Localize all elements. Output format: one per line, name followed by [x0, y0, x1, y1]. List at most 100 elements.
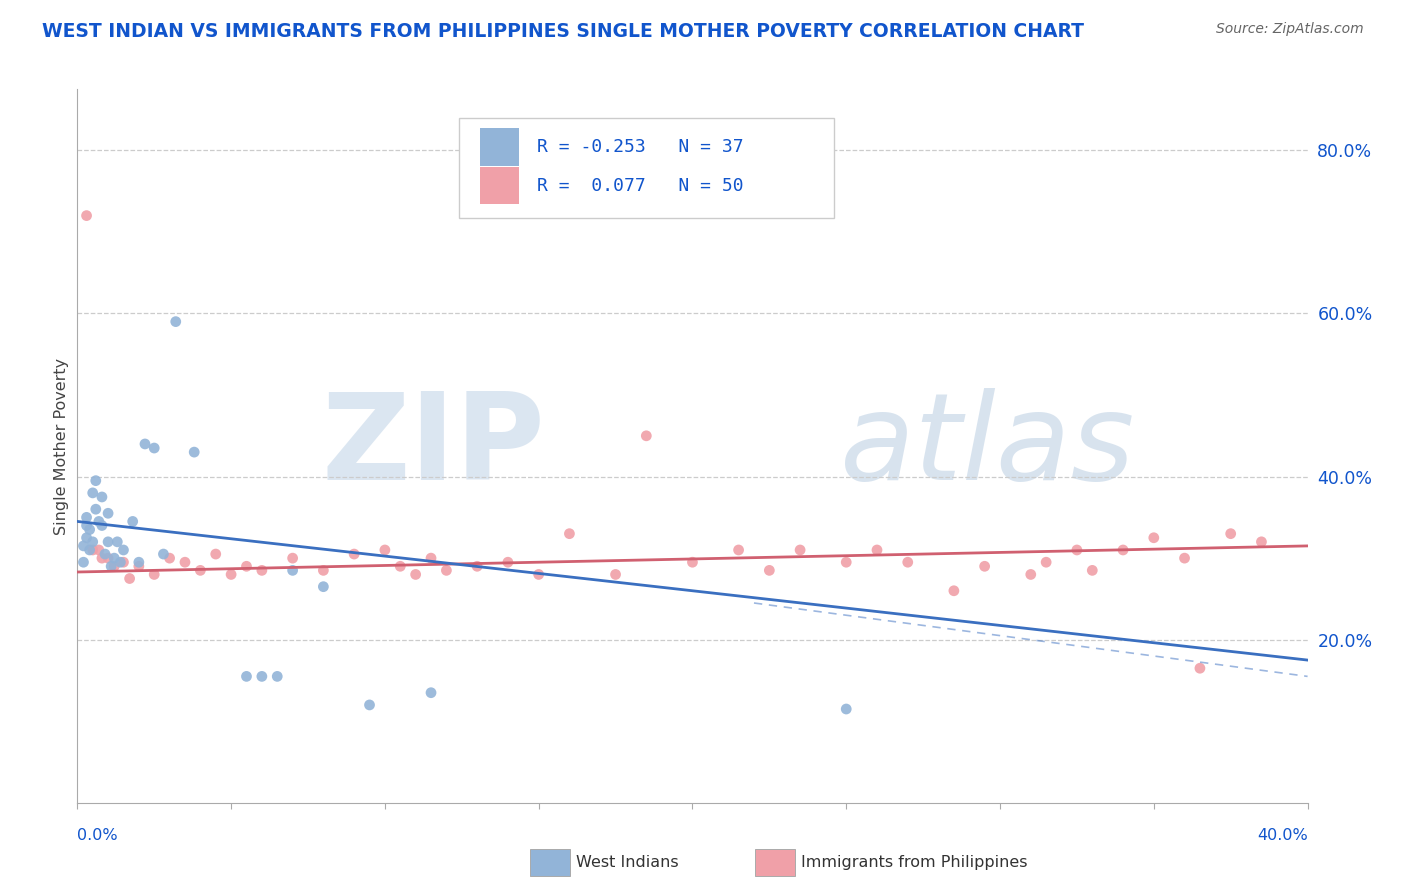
Point [143, 441, 166, 455]
Point [312, 580, 335, 594]
Point [112, 555, 135, 569]
Point [174, 555, 197, 569]
Point [97, 551, 120, 566]
Point [97, 534, 120, 549]
Point [359, 698, 381, 712]
Point [165, 315, 187, 329]
Point [527, 567, 550, 582]
Point [1219, 526, 1241, 541]
Text: Immigrants from Philippines: Immigrants from Philippines [801, 855, 1028, 870]
Point [90, 518, 114, 533]
Point [1035, 555, 1057, 569]
Point [789, 543, 811, 558]
Point [235, 559, 257, 574]
Point [1019, 567, 1042, 582]
Point [1112, 543, 1135, 558]
Text: atlas: atlas [841, 387, 1136, 505]
Point [250, 669, 273, 683]
Point [835, 702, 858, 716]
Point [143, 567, 166, 582]
Point [266, 669, 288, 683]
Point [118, 572, 141, 586]
Point [1174, 551, 1197, 566]
Text: R =  0.077   N = 50: R = 0.077 N = 50 [537, 177, 744, 194]
Point [134, 437, 156, 451]
Point [312, 563, 335, 577]
Point [420, 551, 443, 566]
Point [105, 534, 128, 549]
Point [835, 555, 858, 569]
Point [1081, 563, 1104, 577]
Point [420, 686, 443, 700]
Point [103, 559, 125, 574]
Text: 40.0%: 40.0% [1257, 828, 1308, 843]
Point [84, 474, 107, 488]
Point [79, 543, 101, 558]
Point [250, 563, 273, 577]
Point [436, 563, 458, 577]
Point [128, 559, 150, 574]
Text: West Indians: West Indians [576, 855, 679, 870]
Point [1143, 531, 1166, 545]
Point [76, 510, 98, 524]
Point [79, 523, 101, 537]
Point [128, 555, 150, 569]
Point [682, 555, 704, 569]
FancyBboxPatch shape [458, 118, 834, 218]
Text: 0.0%: 0.0% [77, 828, 118, 843]
Point [76, 209, 98, 223]
Point [942, 583, 965, 598]
Point [82, 534, 104, 549]
Point [82, 486, 104, 500]
Point [281, 563, 304, 577]
Point [90, 490, 114, 504]
Point [636, 429, 658, 443]
Point [121, 515, 143, 529]
Point [281, 551, 304, 566]
Point [219, 567, 242, 582]
Point [112, 543, 135, 558]
Point [188, 563, 212, 577]
Point [110, 555, 132, 569]
Text: Source: ZipAtlas.com: Source: ZipAtlas.com [1216, 22, 1364, 37]
Bar [479, 128, 519, 166]
Point [87, 543, 110, 558]
Text: R = -0.253   N = 37: R = -0.253 N = 37 [537, 138, 744, 156]
Point [866, 543, 889, 558]
Point [76, 531, 98, 545]
Point [496, 555, 519, 569]
Point [1250, 534, 1272, 549]
Y-axis label: Single Mother Poverty: Single Mother Poverty [53, 358, 69, 534]
Point [159, 551, 181, 566]
Point [758, 563, 780, 577]
Point [343, 547, 366, 561]
Text: ZIP: ZIP [321, 387, 546, 505]
Point [235, 669, 257, 683]
Point [103, 551, 125, 566]
Point [183, 445, 205, 459]
Point [72, 555, 94, 569]
Point [97, 506, 120, 520]
Point [465, 559, 488, 574]
Point [94, 547, 117, 561]
Point [87, 515, 110, 529]
Point [605, 567, 627, 582]
Point [90, 551, 114, 566]
Point [1188, 661, 1211, 675]
Point [374, 543, 396, 558]
Point [973, 559, 995, 574]
Point [72, 539, 94, 553]
Point [204, 547, 226, 561]
Point [405, 567, 427, 582]
Point [152, 547, 174, 561]
Bar [479, 167, 519, 204]
Point [100, 559, 122, 574]
Point [897, 555, 920, 569]
Point [727, 543, 749, 558]
Point [84, 502, 107, 516]
Text: WEST INDIAN VS IMMIGRANTS FROM PHILIPPINES SINGLE MOTHER POVERTY CORRELATION CHA: WEST INDIAN VS IMMIGRANTS FROM PHILIPPIN… [42, 22, 1084, 41]
Point [76, 518, 98, 533]
Point [82, 543, 104, 558]
Point [558, 526, 581, 541]
Point [389, 559, 412, 574]
